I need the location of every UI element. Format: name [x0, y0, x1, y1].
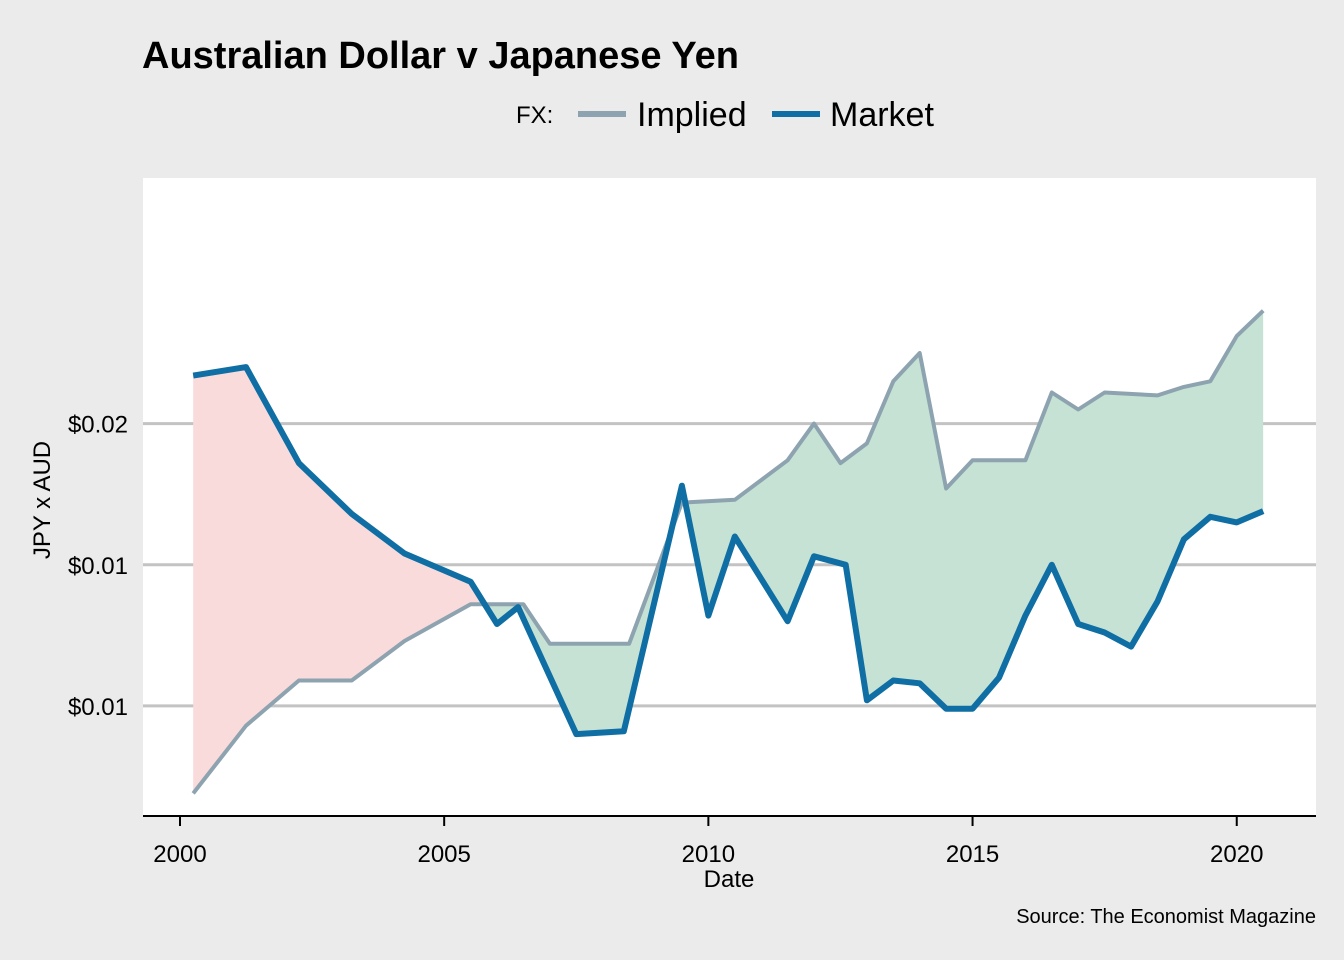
series-lines: [191, 309, 1265, 795]
legend: FX: Implied Market: [516, 96, 934, 134]
x-tick-label: 2015: [946, 841, 999, 868]
x-tick-label: 2000: [153, 841, 206, 868]
x-ticks: 2000 2005 2010 2015 2020: [153, 816, 1263, 868]
chart-title: Australian Dollar v Japanese Yen: [142, 35, 739, 77]
x-axis-label: Date: [704, 866, 755, 893]
y-ticks: $0.01 $0.01 $0.02: [68, 412, 128, 721]
x-tick-label: 2020: [1210, 841, 1263, 868]
fill-implied-above-market: [484, 531, 672, 735]
y-axis-label: JPY x AUD: [29, 441, 56, 559]
fill-implied-below-market: [193, 367, 485, 794]
fill-implied-above-market: [685, 310, 1264, 709]
series-line-implied: [191, 309, 1265, 795]
x-tick-label: 2005: [417, 841, 470, 868]
legend-item-implied: Implied: [637, 96, 747, 134]
x-tick-label: 2010: [682, 841, 735, 868]
y-tick-label: $0.01: [68, 694, 128, 721]
y-tick-label: $0.02: [68, 412, 128, 439]
y-tick-label: $0.01: [68, 553, 128, 580]
legend-item-market: Market: [830, 96, 934, 134]
caption: Source: The Economist Magazine: [1016, 906, 1316, 928]
series-line-market: [192, 364, 1265, 738]
legend-label: FX:: [516, 102, 553, 129]
